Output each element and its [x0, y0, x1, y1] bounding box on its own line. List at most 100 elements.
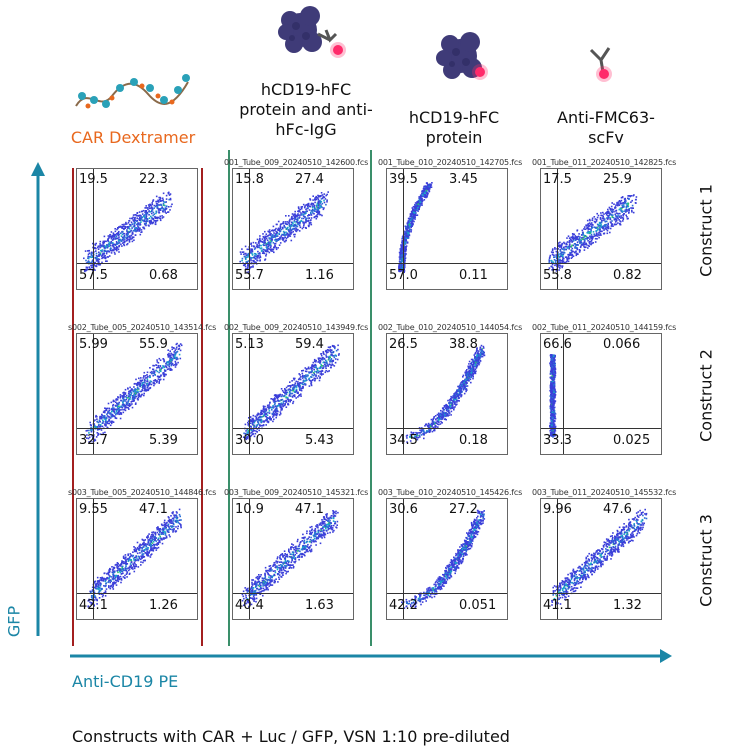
- event-dot: [147, 207, 149, 209]
- event-dot: [604, 218, 606, 220]
- event-dot: [403, 256, 406, 259]
- event-dot: [121, 236, 124, 239]
- event-dot: [322, 373, 324, 375]
- event-dot: [180, 344, 183, 347]
- event-dot: [292, 227, 295, 230]
- event-dot: [251, 420, 253, 423]
- event-dot: [561, 253, 564, 255]
- event-dot: [412, 432, 414, 435]
- event-dot: [442, 409, 445, 411]
- event-dot: [401, 260, 403, 263]
- event-dot: [585, 235, 588, 238]
- event-dot: [418, 432, 420, 434]
- event-dot: [316, 202, 319, 205]
- quadrant-value-lr: 5.39: [149, 433, 178, 448]
- event-dot: [586, 237, 588, 240]
- event-dot: [274, 398, 276, 400]
- quadrant-value-ur: 38.8: [449, 337, 478, 352]
- event-dot: [438, 416, 441, 419]
- event-dot: [255, 419, 257, 421]
- event-dot: [325, 351, 328, 353]
- event-dot: [616, 212, 619, 215]
- event-dot: [436, 423, 439, 425]
- event-dot: [137, 223, 139, 225]
- event-dot: [590, 225, 593, 228]
- event-dot: [284, 222, 287, 225]
- event-dot: [101, 244, 103, 246]
- event-dot: [251, 252, 253, 255]
- event-dot: [319, 376, 321, 378]
- event-dot: [243, 432, 245, 435]
- event-dot: [426, 185, 428, 187]
- event-dot: [320, 354, 323, 357]
- event-dot: [311, 374, 313, 376]
- event-dot: [104, 418, 107, 420]
- event-dot: [147, 376, 149, 378]
- event-dot: [145, 217, 148, 220]
- event-dot: [566, 247, 569, 249]
- event-dot: [414, 209, 417, 212]
- quadrant-gate-vertical: [557, 169, 558, 289]
- event-dot: [402, 256, 404, 258]
- event-dot: [314, 201, 316, 204]
- event-dot: [288, 395, 291, 397]
- event-dot: [445, 403, 448, 406]
- event-dot: [571, 244, 573, 247]
- event-dot: [271, 248, 273, 251]
- event-dot: [563, 246, 565, 249]
- event-dot: [605, 228, 608, 231]
- event-dot: [296, 219, 299, 221]
- event-dot: [572, 238, 575, 240]
- event-dot: [273, 251, 275, 254]
- event-dot: [96, 246, 99, 249]
- event-dot: [102, 252, 105, 255]
- event-dot: [330, 351, 332, 354]
- event-dot: [290, 239, 293, 242]
- event-dot: [469, 365, 471, 367]
- event-dot: [262, 406, 265, 409]
- event-dot: [169, 369, 171, 371]
- event-dot: [298, 385, 300, 388]
- event-dot: [464, 371, 466, 374]
- event-dot: [290, 223, 293, 226]
- event-dot: [117, 413, 119, 415]
- event-dot: [326, 361, 328, 364]
- event-dot: [319, 213, 322, 216]
- event-dot: [151, 208, 154, 211]
- event-dot: [593, 235, 596, 237]
- event-dot: [286, 391, 288, 394]
- quadrant-gate-horizontal: [541, 263, 661, 264]
- event-dot: [303, 224, 305, 227]
- event-dot: [460, 381, 463, 383]
- event-dot: [293, 224, 296, 227]
- event-dot: [127, 222, 130, 224]
- event-dot: [96, 418, 98, 420]
- event-dot: [178, 353, 181, 356]
- event-dot: [291, 218, 293, 221]
- event-dot: [320, 366, 322, 369]
- event-dot: [307, 366, 310, 369]
- event-dot: [113, 243, 116, 246]
- event-dot: [287, 389, 290, 391]
- event-dot: [456, 403, 458, 406]
- event-dot: [440, 414, 443, 416]
- event-dot: [294, 385, 297, 388]
- event-dot: [259, 424, 261, 427]
- event-dot: [554, 248, 556, 250]
- event-dot: [584, 235, 586, 237]
- event-dot: [144, 384, 146, 387]
- event-dot: [569, 254, 571, 256]
- event-dot: [414, 204, 416, 206]
- event-dot: [110, 415, 113, 418]
- event-dot: [143, 388, 146, 390]
- event-dot: [268, 407, 271, 410]
- event-dot: [331, 361, 333, 363]
- event-dot: [414, 202, 417, 204]
- event-dot: [148, 221, 151, 224]
- event-dot: [289, 389, 292, 392]
- event-dot: [481, 353, 484, 355]
- event-dot: [171, 359, 173, 362]
- event-dot: [122, 233, 125, 235]
- event-dot: [434, 421, 437, 424]
